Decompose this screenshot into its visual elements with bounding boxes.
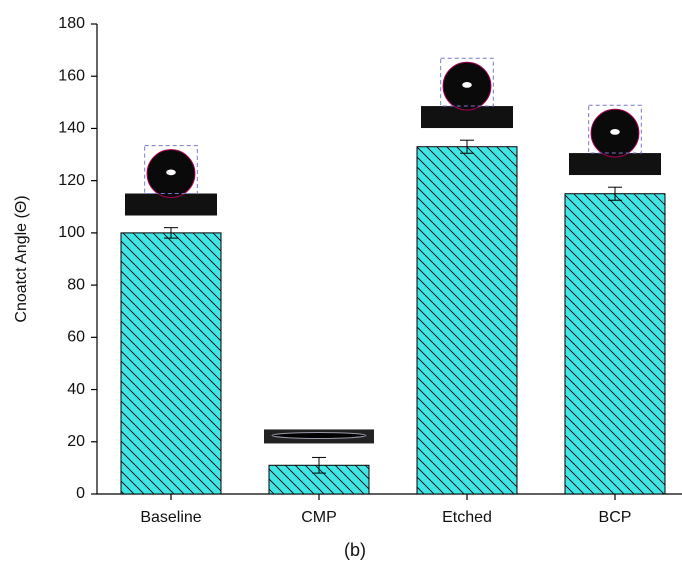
y-axis-label: Cnoatct Angle (Θ) (13, 195, 30, 322)
droplet-image (569, 105, 661, 175)
y-tick-label: 100 (58, 224, 85, 241)
droplet-highlight (462, 82, 472, 88)
bar (121, 233, 221, 494)
y-tick-label: 180 (58, 15, 85, 32)
y-tick-label: 120 (58, 172, 85, 189)
caption: (b) (344, 540, 366, 560)
x-tick-label: Etched (442, 509, 492, 526)
x-tick-label: CMP (301, 509, 337, 526)
x-tick-label: Baseline (140, 509, 201, 526)
y-tick-label: 80 (67, 276, 85, 293)
bar (565, 194, 665, 494)
plot-area: 0 20 40 60 80 100 120 140 160 180 Baseline CMP Etche… (58, 15, 682, 526)
droplet-image (264, 429, 374, 443)
droplet-image (125, 146, 217, 216)
y-tick-label: 140 (58, 120, 85, 137)
x-tick-label: BCP (599, 509, 632, 526)
y-tick-label: 60 (67, 329, 85, 346)
droplet-image (421, 58, 513, 128)
droplet-highlight (166, 170, 176, 176)
y-tick-label: 160 (58, 67, 85, 84)
y-tick-label: 0 (76, 485, 85, 502)
droplet-highlight (610, 129, 620, 135)
y-tick-label: 20 (67, 433, 85, 450)
bar (417, 147, 517, 494)
chart: Cnoatct Angle (Θ) (b) 0 20 40 60 80 100 120 140… (0, 0, 682, 566)
y-tick-label: 40 (67, 381, 85, 398)
droplet (272, 432, 366, 438)
